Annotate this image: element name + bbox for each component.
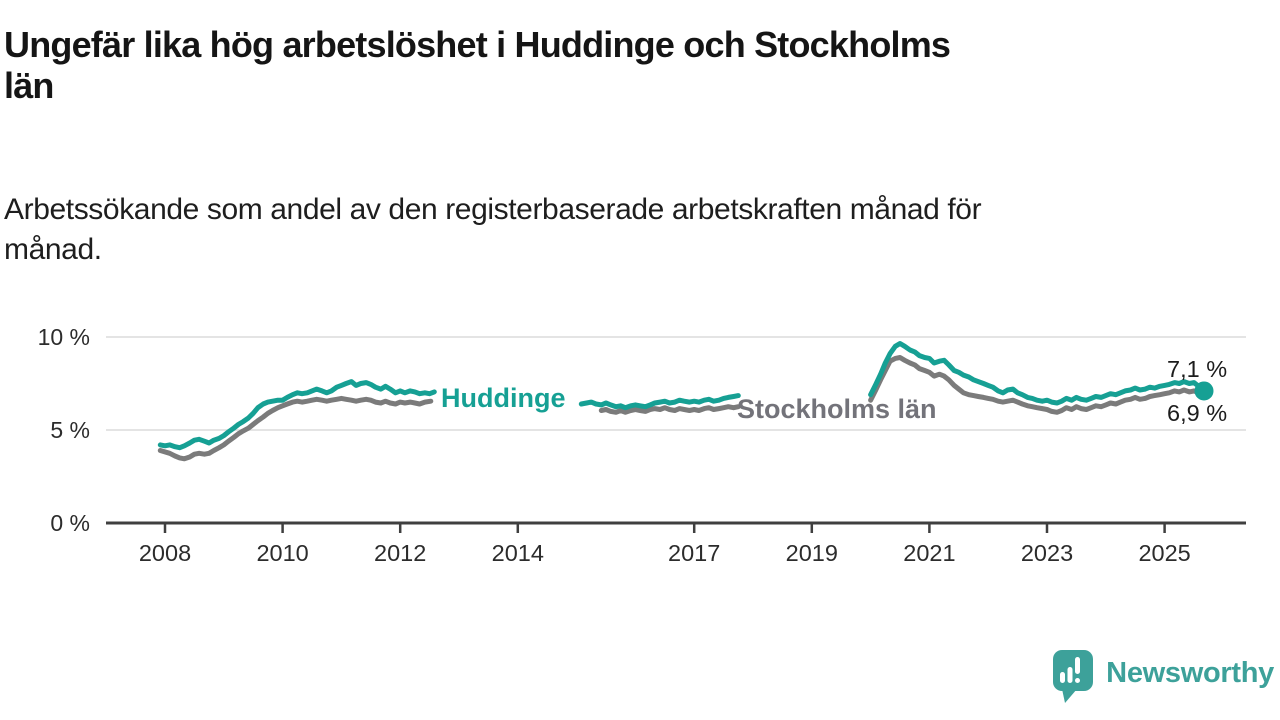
title-line-2: län [4,65,54,106]
series-line-0-segment-0 [157,395,434,462]
series-inline-label-1: Huddinge [441,383,565,413]
latest-value-label-0: 6,9 % [1167,400,1227,426]
newsworthy-logo-icon [1053,650,1094,703]
series-line-1-segment-1 [578,393,741,411]
x-tick-label-2025: 2025 [1138,540,1190,566]
subtitle-line-1: Arbetssökande som andel av den registerb… [4,193,982,226]
series-inline-label-0: Stockholms län [737,394,937,424]
x-tick-label-2017: 2017 [668,540,720,566]
series-line-0-segment-1 [598,404,741,415]
series-end-dot-1 [1194,381,1214,401]
newsworthy-branding: Newsworthy [1050,648,1274,704]
x-tick-label-2023: 2023 [1021,540,1073,566]
x-tick-label-2012: 2012 [374,540,426,566]
y-tick-label-10pct: 10 % [38,324,90,350]
x-tick-label-2008: 2008 [139,540,191,566]
unemployment-line-chart: 0 % 5 % 10 % 2008 2010 2012 2014 2017 2019 2021 20… [38,324,1246,566]
series-line-0-segment-2 [868,355,1207,415]
newsworthy-wordmark: Newsworthy [1106,656,1274,689]
subtitle-line-2: månad. [4,233,102,266]
latest-value-label-1: 7,1 % [1167,356,1227,382]
series-line-1-segment-0 [157,379,437,451]
page-title: Ungefär lika hög arbetslöshet i Huddinge… [4,24,1276,106]
x-tick-label-2014: 2014 [492,540,544,566]
x-tick-label-2019: 2019 [786,540,838,566]
series-line-1-segment-2 [868,341,1207,406]
x-tick-label-2010: 2010 [256,540,308,566]
y-tick-label-5pct: 5 % [50,417,90,443]
chart-subtitle: Arbetssökande som andel av den registerb… [4,190,1204,270]
x-tick-label-2021: 2021 [903,540,955,566]
title-line-1: Ungefär lika hög arbetslöshet i Huddinge… [4,24,951,65]
y-tick-label-0pct: 0 % [50,510,90,536]
